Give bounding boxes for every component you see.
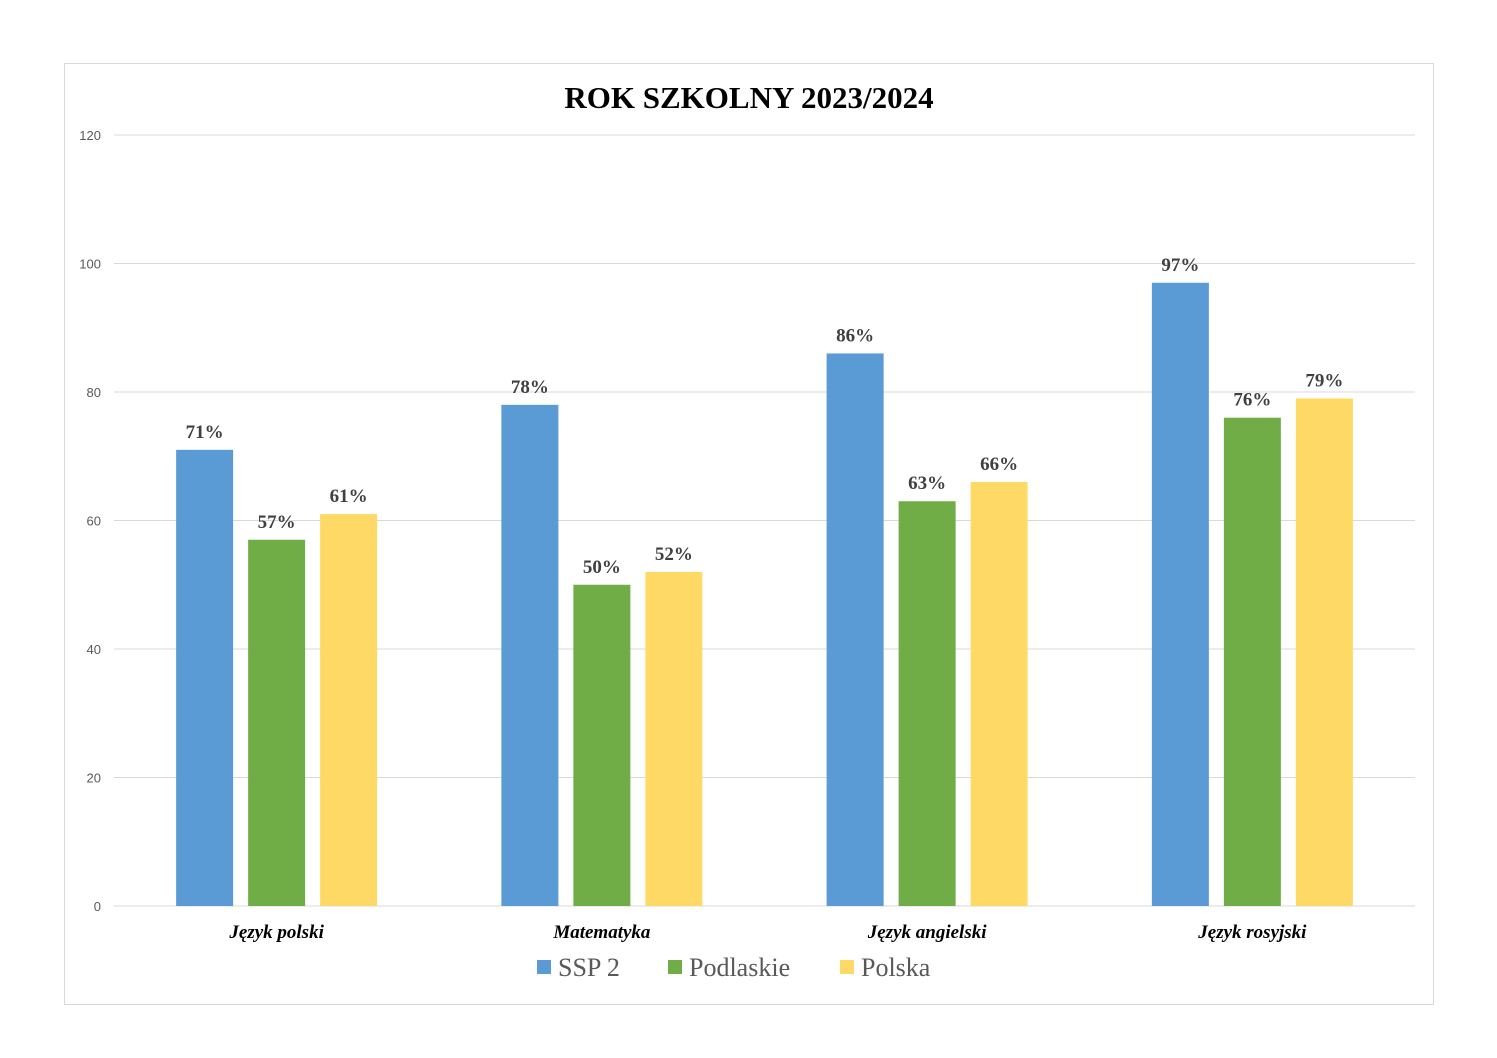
- bar: [898, 501, 956, 906]
- bar: [176, 449, 234, 906]
- data-label: 61%: [330, 486, 368, 507]
- data-label: 97%: [1161, 255, 1199, 276]
- y-tick-label: 40: [87, 642, 101, 657]
- bars: [176, 282, 1353, 906]
- legend-label: SSP 2: [558, 953, 620, 982]
- bar: [573, 584, 631, 906]
- x-tick-label: Matematyka: [552, 922, 651, 943]
- y-axis-ticks: 0 20 40 60 80 100 120: [79, 128, 101, 914]
- bar: [970, 481, 1028, 906]
- bar: [1151, 282, 1209, 906]
- legend-swatch: [537, 960, 551, 974]
- data-label: 71%: [186, 422, 224, 443]
- data-label: 66%: [980, 454, 1018, 475]
- x-tick-label: Język polski: [228, 922, 324, 943]
- y-tick-label: 80: [87, 385, 101, 400]
- x-axis-ticks: Język polski Matematyka Język angielski Jęz…: [228, 922, 1307, 943]
- data-label: 63%: [908, 473, 946, 494]
- data-label: 86%: [836, 325, 874, 346]
- gridlines: [114, 134, 1415, 907]
- legend-swatch: [840, 960, 854, 974]
- y-tick-label: 60: [87, 514, 101, 529]
- data-label: 57%: [258, 512, 296, 533]
- y-tick-label: 100: [79, 257, 101, 272]
- data-label: 50%: [583, 557, 621, 578]
- data-label: 52%: [655, 544, 693, 565]
- data-labels: 71% 57% 61% 78% 50% 52% 86% 63% 66% 97% 76% 79%: [186, 255, 1344, 578]
- data-label: 78%: [511, 377, 549, 398]
- x-tick-label: Język angielski: [867, 922, 987, 943]
- bar: [320, 514, 378, 906]
- bar: [1223, 417, 1281, 906]
- legend-label: Podlaskie: [689, 953, 790, 982]
- bar: [645, 571, 703, 906]
- bar: [501, 404, 559, 906]
- x-tick-label: Język rosyjski: [1197, 922, 1307, 943]
- data-label: 76%: [1233, 390, 1271, 411]
- legend: SSP 2 Podlaskie Polska: [537, 953, 931, 982]
- y-tick-label: 0: [94, 899, 101, 914]
- bar: [248, 539, 306, 906]
- y-tick-label: 20: [87, 771, 101, 786]
- legend-swatch: [668, 960, 682, 974]
- data-label: 79%: [1305, 370, 1343, 391]
- bar: [826, 353, 884, 906]
- chart-title: ROK SZKOLNY 2023/2024: [564, 80, 933, 115]
- bar: [1295, 398, 1353, 906]
- legend-label: Polska: [861, 953, 931, 982]
- y-tick-label: 120: [79, 128, 101, 143]
